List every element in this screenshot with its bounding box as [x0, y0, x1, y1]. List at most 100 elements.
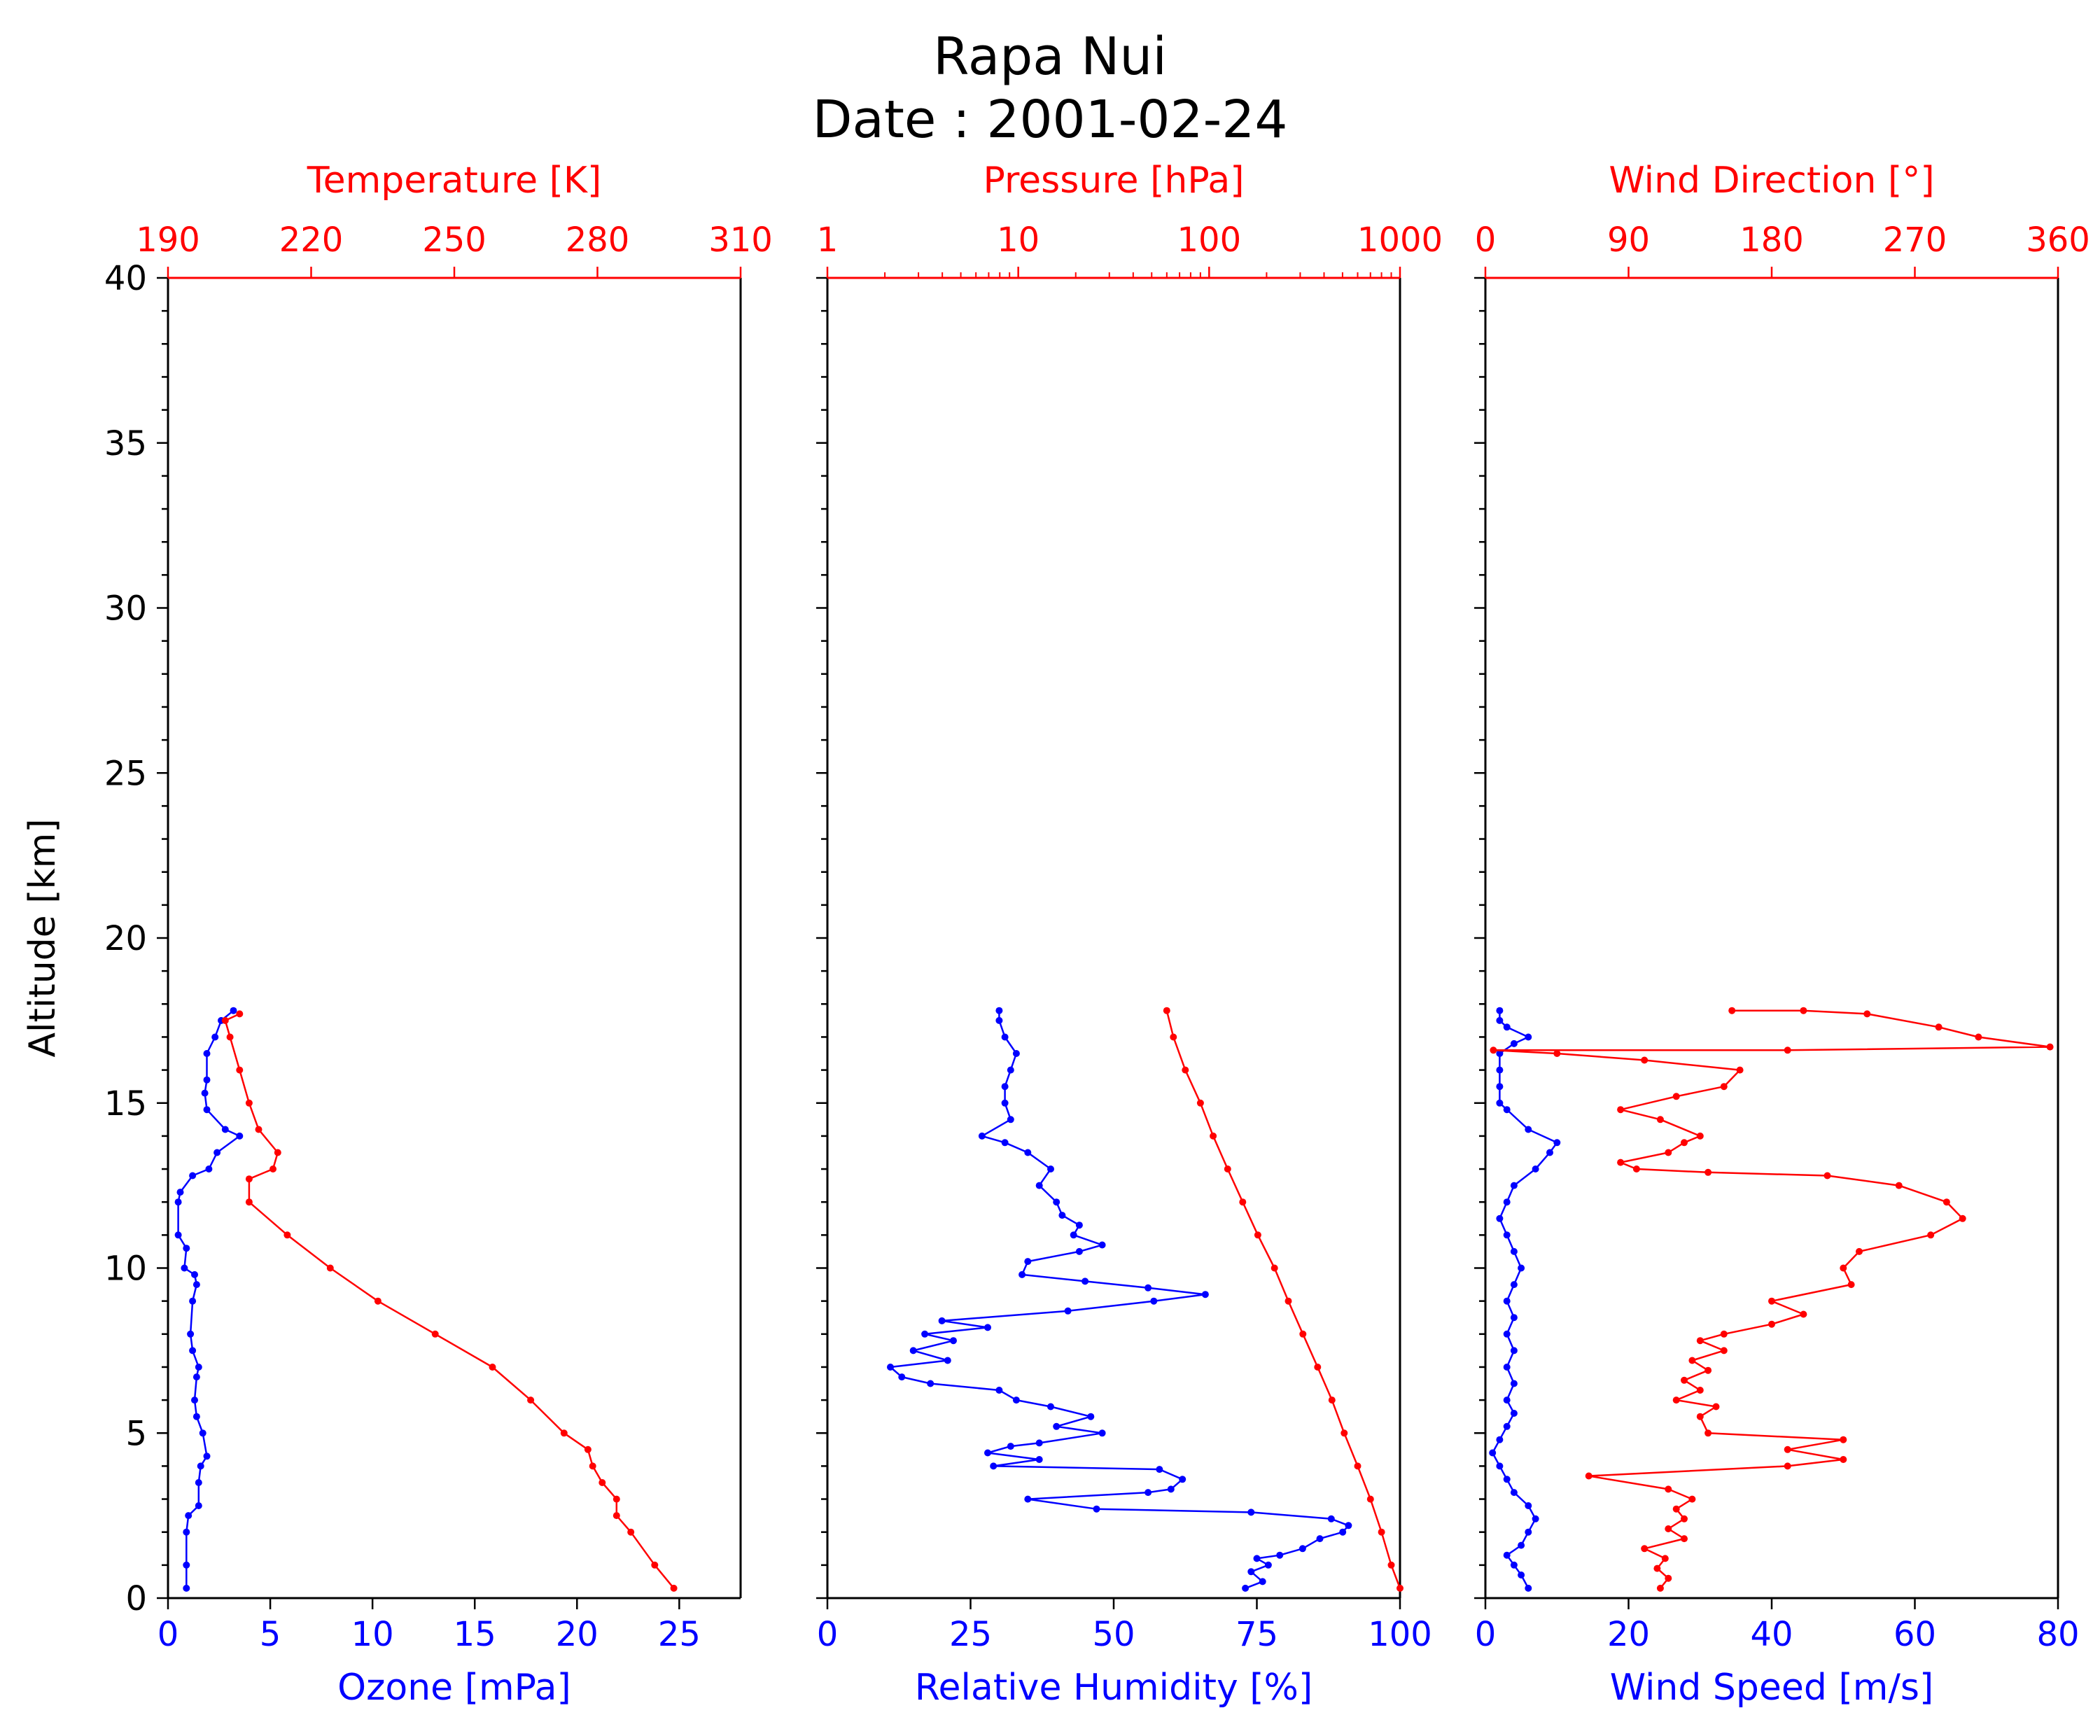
data-point — [1935, 1023, 1942, 1031]
data-point — [1856, 1247, 1863, 1255]
data-point — [1024, 1149, 1032, 1156]
data-point — [176, 1189, 184, 1196]
data-point — [995, 1007, 1003, 1014]
data-point — [1510, 1040, 1518, 1047]
x-axis-label-bottom: Wind Speed [m/s] — [1610, 1667, 1934, 1709]
data-point — [1503, 1023, 1511, 1031]
data-point — [938, 1317, 946, 1324]
x-axis-label-top: Pressure [hPa] — [983, 160, 1245, 202]
data-point — [1681, 1139, 1688, 1147]
x-tick-label-top: 100 — [1177, 220, 1242, 260]
x-tick-label-top: 220 — [279, 220, 344, 260]
data-point — [1704, 1366, 1712, 1374]
data-point — [1496, 1016, 1504, 1024]
data-point — [1661, 1555, 1669, 1562]
data-point — [274, 1149, 281, 1156]
data-point — [226, 1033, 234, 1041]
x-tick-label-bottom: 0 — [817, 1615, 839, 1654]
data-point — [199, 1429, 206, 1437]
data-point — [183, 1245, 190, 1252]
data-point — [1496, 1436, 1504, 1443]
data-point — [189, 1172, 197, 1180]
data-point — [1525, 1584, 1532, 1592]
y-axis-label: Altitude [km] — [22, 818, 64, 1057]
data-point — [1396, 1584, 1404, 1592]
data-point — [1696, 1132, 1704, 1140]
data-point — [1510, 1314, 1518, 1322]
data-point — [187, 1330, 195, 1338]
data-point — [1224, 1166, 1231, 1172]
data-point — [1496, 1462, 1504, 1470]
data-point — [431, 1330, 439, 1338]
data-point — [1800, 1007, 1807, 1014]
data-point — [1259, 1578, 1266, 1586]
y-tick-label: 15 — [104, 1084, 147, 1124]
chart-title-line1: Rapa Nui — [933, 27, 1167, 87]
chart-title: Rapa Nui Date : 2001-02-24 — [0, 25, 2100, 151]
data-point — [201, 1089, 209, 1097]
data-point — [1496, 1214, 1504, 1222]
data-point — [1525, 1502, 1532, 1509]
data-point — [183, 1584, 190, 1592]
data-point — [1532, 1515, 1539, 1522]
data-point — [978, 1132, 986, 1140]
data-point — [1298, 1545, 1306, 1553]
data-point — [1532, 1166, 1539, 1172]
data-point — [1840, 1456, 1847, 1463]
data-point — [1001, 1033, 1009, 1041]
data-point — [1254, 1231, 1261, 1239]
data-point — [995, 1016, 1003, 1024]
data-point — [1024, 1258, 1032, 1266]
data-point — [1001, 1083, 1009, 1091]
data-point — [1144, 1284, 1152, 1292]
data-point — [1496, 1083, 1504, 1091]
data-point — [221, 1126, 229, 1133]
data-point — [1284, 1297, 1292, 1305]
data-point — [1007, 1443, 1014, 1450]
data-point — [1503, 1364, 1511, 1371]
data-point — [203, 1050, 211, 1057]
data-point — [211, 1033, 219, 1041]
data-point — [1665, 1574, 1672, 1582]
data-point — [1253, 1555, 1261, 1562]
data-point — [1247, 1568, 1255, 1576]
data-point — [195, 1364, 202, 1371]
data-point — [1653, 1564, 1661, 1572]
data-point — [236, 1066, 244, 1074]
data-point — [1696, 1387, 1704, 1394]
data-point — [1632, 1166, 1640, 1172]
data-point — [1082, 1278, 1089, 1285]
data-point — [1975, 1033, 1982, 1041]
data-point — [1784, 1462, 1791, 1470]
data-point — [1018, 1270, 1026, 1278]
data-point — [1035, 1182, 1043, 1189]
data-point — [203, 1076, 211, 1084]
data-point — [1553, 1050, 1561, 1057]
data-point — [887, 1364, 894, 1371]
data-point — [1053, 1198, 1060, 1206]
data-point — [255, 1126, 262, 1133]
data-point — [1728, 1007, 1736, 1014]
data-point — [1681, 1376, 1688, 1384]
data-point — [1503, 1198, 1511, 1206]
data-point — [1182, 1066, 1189, 1074]
data-point — [921, 1330, 929, 1338]
data-point — [1688, 1357, 1696, 1364]
x-tick-label-bottom: 15 — [454, 1615, 496, 1654]
x-tick-label-bottom: 20 — [1607, 1615, 1650, 1654]
data-point — [1823, 1172, 1831, 1180]
data-point — [984, 1449, 991, 1457]
data-point — [1064, 1307, 1072, 1315]
data-point — [1510, 1561, 1518, 1569]
data-point — [1496, 1099, 1504, 1107]
data-point — [909, 1347, 917, 1354]
data-point — [1546, 1149, 1553, 1156]
data-point — [1503, 1231, 1511, 1239]
data-point — [1518, 1541, 1525, 1549]
data-point — [1035, 1439, 1043, 1447]
data-point — [1378, 1528, 1385, 1536]
x-tick-label-bottom: 20 — [556, 1615, 598, 1654]
x-tick-label-top: 1 — [817, 220, 839, 260]
data-point — [1239, 1198, 1247, 1206]
x-tick-label-bottom: 25 — [658, 1615, 701, 1654]
